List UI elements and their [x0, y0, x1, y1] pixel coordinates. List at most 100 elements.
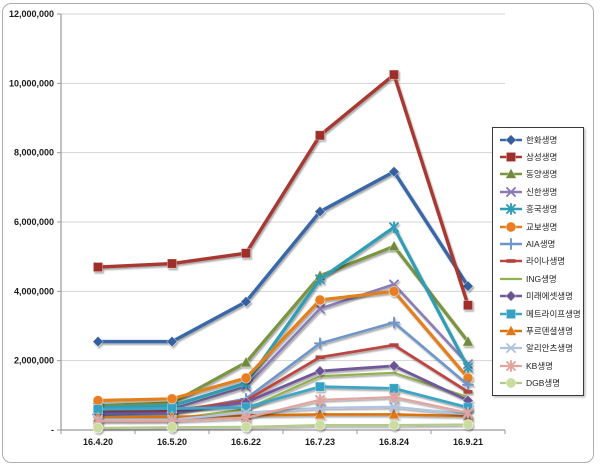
data-point-circle — [462, 419, 474, 430]
legend-marker-icon-asterisk — [500, 203, 522, 216]
legend-item-hanwha: 한화생명 — [499, 132, 583, 148]
x-axis-label: 16.9.21 — [453, 437, 483, 447]
data-point-x — [389, 401, 399, 412]
legend-label: DGB생명 — [526, 378, 561, 389]
series-kyobo — [92, 285, 474, 406]
data-point-asterisk — [506, 359, 516, 372]
legend-marker — [506, 359, 516, 372]
data-point-asterisk — [315, 393, 325, 406]
legend-item-metlife: 메트라이프생명 — [499, 306, 583, 322]
legend-marker-icon-none — [500, 277, 522, 280]
x-axis-label: 16.6.22 — [231, 437, 261, 447]
data-point-square — [463, 300, 473, 311]
series-line-metlife — [96, 385, 470, 411]
data-point-circle — [505, 377, 517, 389]
data-point-triangle — [505, 168, 517, 180]
legend-item-dgb: DGB생명 — [499, 375, 583, 391]
legend-marker-icon-diamond — [500, 290, 522, 302]
data-point-triangle — [462, 335, 474, 347]
data-point-plus — [388, 316, 400, 329]
legend-marker — [505, 133, 517, 146]
x-axis-label: 16.4.20 — [83, 437, 113, 447]
data-point-diamond — [505, 133, 517, 146]
data-point-asterisk — [315, 273, 325, 286]
legend-marker — [505, 290, 517, 302]
series-line-dgb — [96, 423, 470, 430]
data-point-circle — [388, 285, 400, 297]
data-point-asterisk — [241, 411, 251, 424]
data-point-diamond — [388, 360, 400, 372]
data-point-circle — [166, 421, 178, 433]
series-line-allianz — [96, 405, 470, 421]
data-point-diamond — [462, 280, 474, 292]
data-point-circle — [314, 419, 326, 431]
data-point-x — [315, 402, 325, 413]
legend-item-allianz: 알리안츠생명 — [499, 340, 583, 356]
data-point-circle — [240, 372, 252, 384]
data-point-plus — [505, 238, 517, 250]
data-point-square — [93, 262, 103, 273]
y-axis-label: - — [51, 425, 54, 435]
data-point-triangle — [314, 408, 326, 420]
legend-label: KB생명 — [526, 360, 553, 371]
legend-label: 동양생명 — [526, 169, 558, 180]
legend-marker — [506, 259, 516, 264]
data-point-asterisk — [506, 203, 516, 216]
legend-marker-icon-square — [500, 308, 522, 319]
legend-label: 미래에셋생명 — [526, 291, 573, 302]
legend-marker-icon-circle — [500, 377, 522, 389]
legend-marker — [505, 324, 517, 336]
legend-label: 한화생명 — [526, 134, 558, 145]
y-axis-label: 4,000,000 — [14, 286, 54, 296]
data-point-plus — [462, 378, 474, 391]
data-point-square — [506, 152, 516, 163]
legend-marker-icon-circle — [500, 221, 522, 233]
data-point-circle — [166, 393, 178, 405]
data-point-square — [241, 248, 251, 259]
legend-item-kyobo: 교보생명 — [499, 219, 583, 235]
y-axis-label: 8,000,000 — [14, 148, 54, 158]
data-point-circle — [92, 422, 104, 434]
data-point-asterisk — [463, 361, 473, 374]
legend-marker-icon-plus — [500, 238, 522, 250]
data-point-diamond — [92, 335, 104, 348]
series-line-heungkuk — [96, 225, 470, 410]
data-point-x — [315, 303, 325, 314]
legend-item-lina: 라이나생명 — [499, 253, 583, 269]
legend-marker-icon-triangle — [500, 168, 522, 180]
legend-marker — [506, 152, 516, 163]
series-hanwha — [92, 166, 474, 348]
legend-label: ING생명 — [526, 273, 557, 284]
x-axis-label: 16.7.23 — [305, 437, 335, 447]
data-point-triangle — [240, 356, 252, 368]
data-point-circle — [388, 419, 400, 431]
legend-item-ing: ING생명 — [499, 271, 583, 287]
data-point-diamond — [314, 365, 326, 377]
data-point-x — [506, 343, 516, 354]
data-point-diamond — [240, 296, 252, 308]
data-point-asterisk — [463, 406, 473, 419]
legend-marker-icon-square — [500, 152, 522, 163]
data-point-circle — [505, 221, 517, 233]
data-point-plus — [314, 337, 326, 350]
series-kb — [93, 391, 473, 428]
legend-marker-icon-diamond — [500, 133, 522, 146]
legend-item-prudential: 푸르덴셜생명 — [499, 323, 583, 339]
y-axis-label: 12,000,000 — [9, 9, 54, 19]
legend-marker-icon-triangle — [500, 324, 522, 336]
data-point-dash — [315, 355, 325, 359]
legend-item-kb: KB생명 — [499, 358, 583, 374]
data-point-square — [167, 258, 177, 269]
legend-item-dongyang: 동양생명 — [499, 166, 583, 182]
legend-marker — [505, 168, 517, 180]
legend-label: AIA생명 — [526, 239, 556, 250]
series-line-hanwha — [96, 170, 470, 344]
series-samsung — [93, 69, 473, 311]
legend-marker — [506, 308, 516, 319]
data-point-square — [315, 381, 325, 392]
data-point-triangle — [505, 324, 517, 336]
legend-item-aia: AIA생명 — [499, 236, 583, 252]
legend-label: 메트라이프생명 — [526, 308, 581, 319]
